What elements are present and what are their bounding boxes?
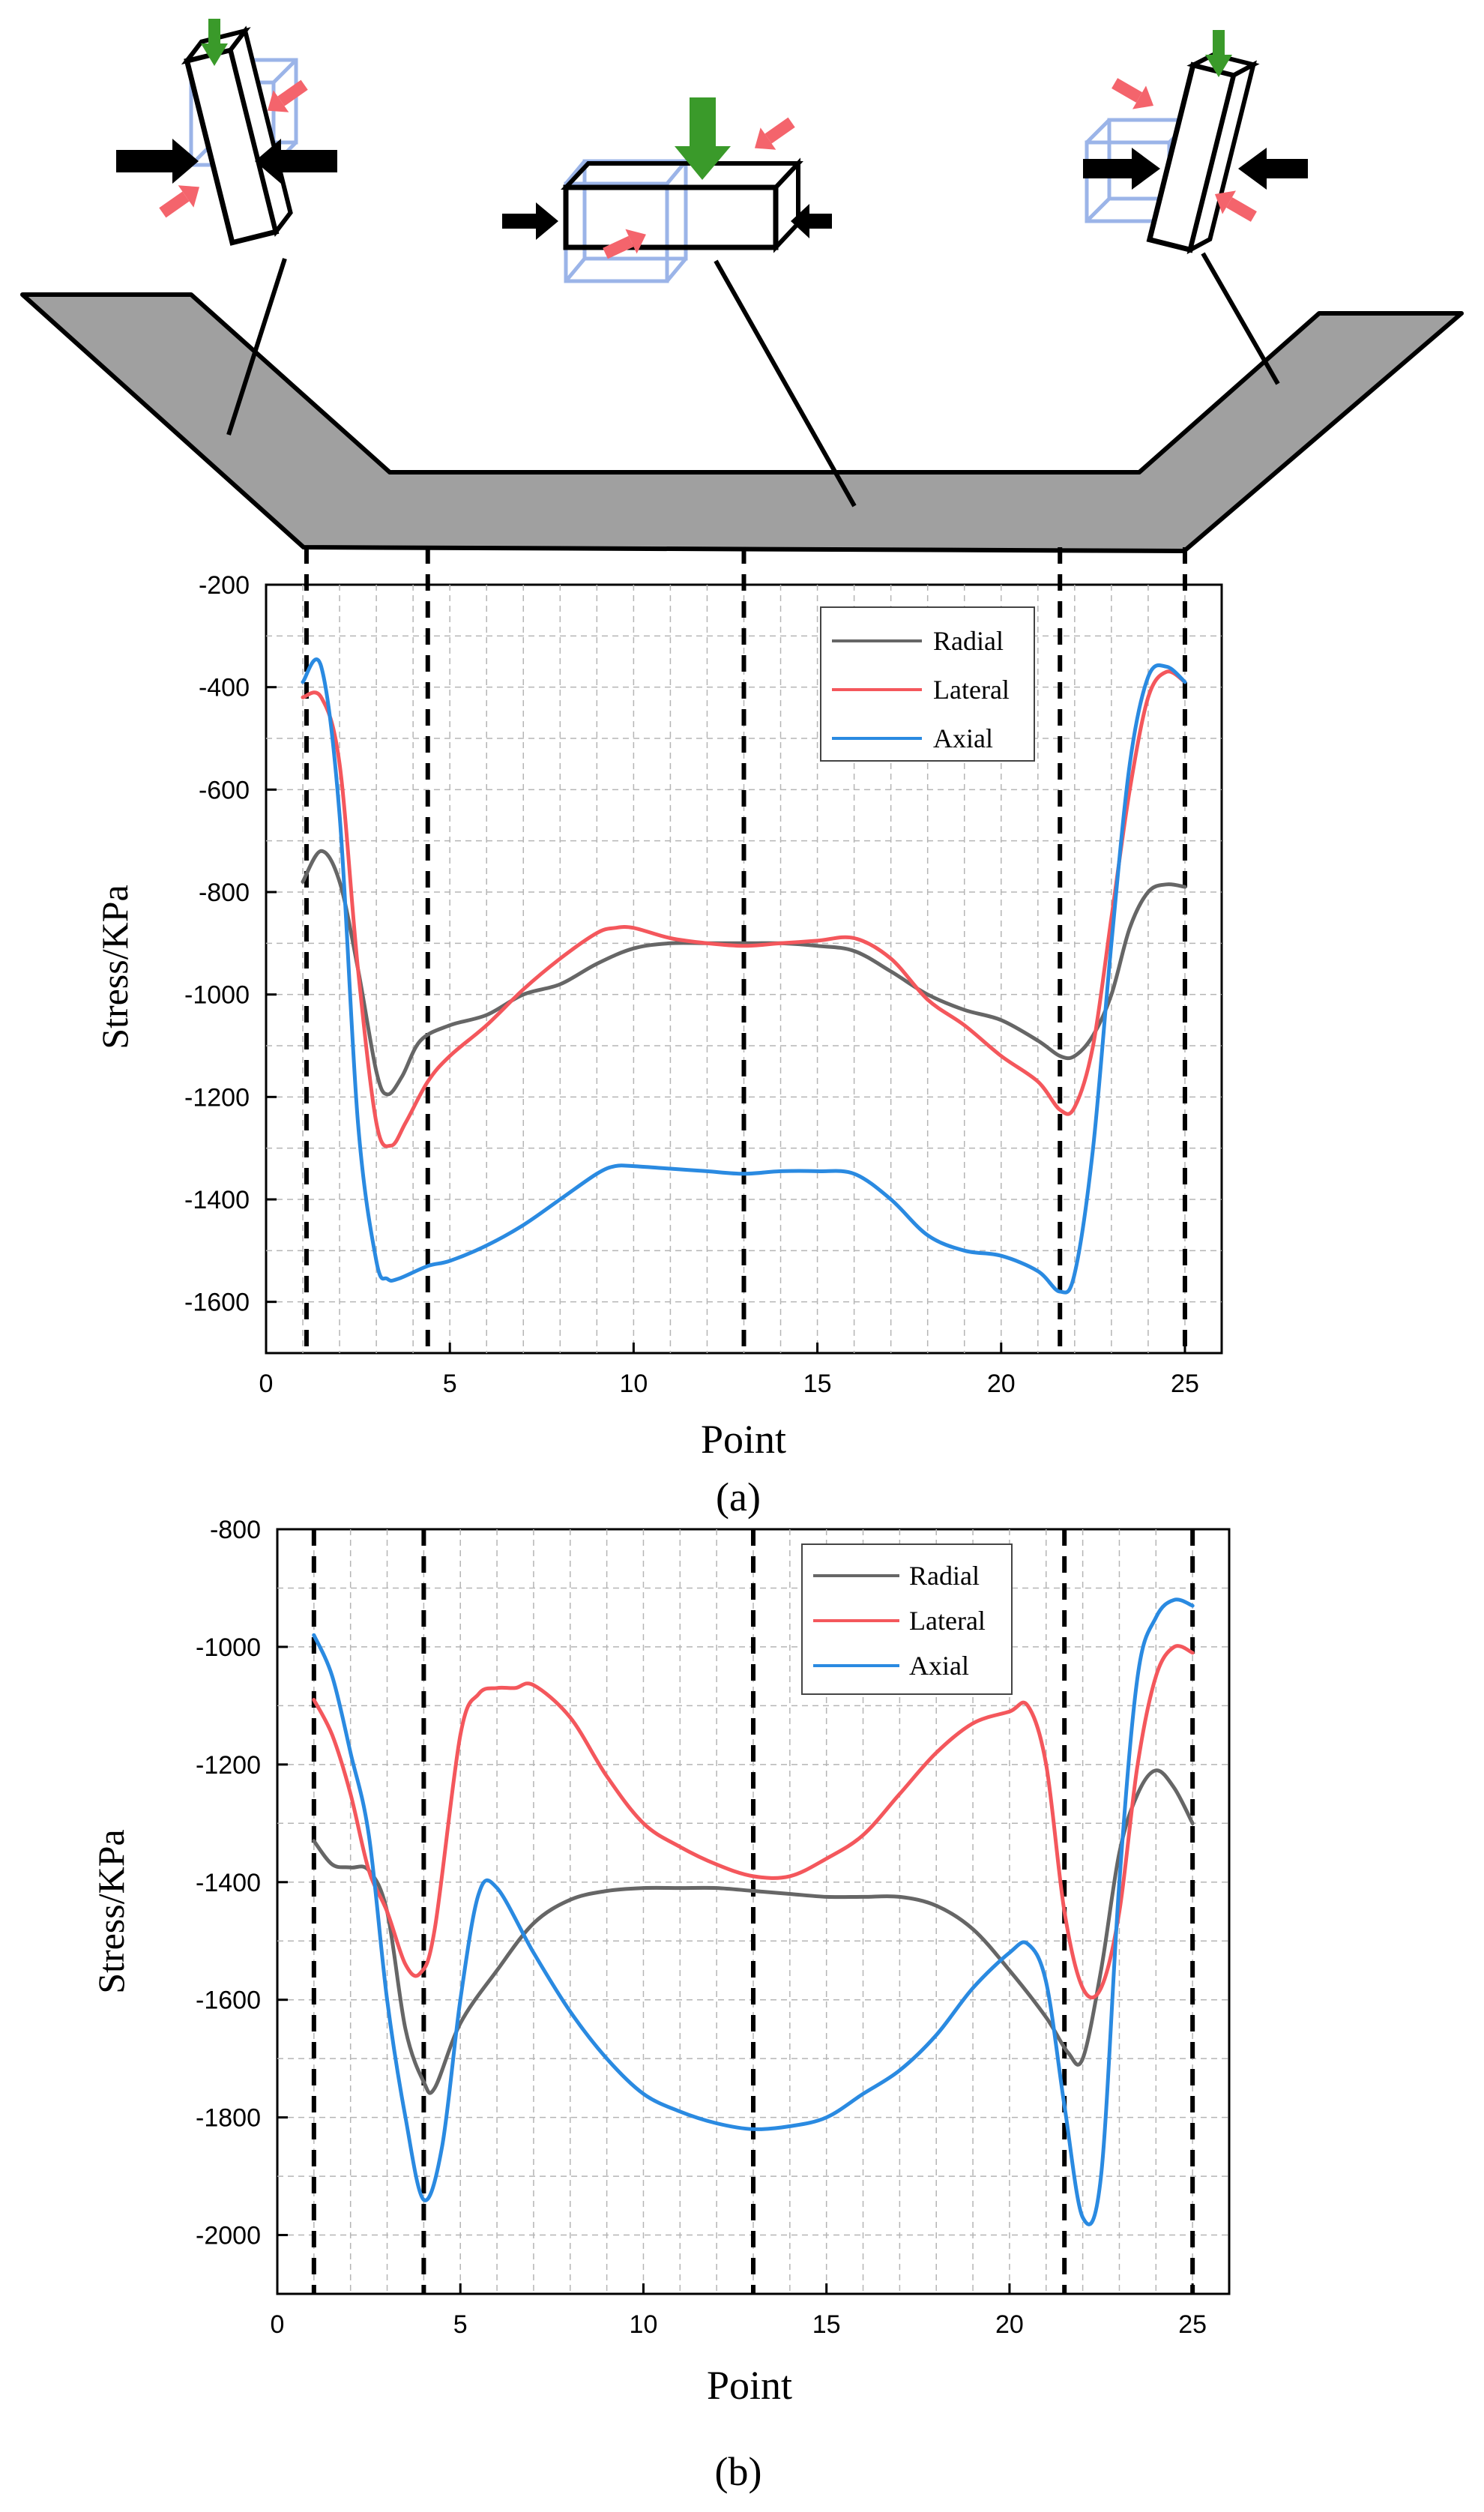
chart-b-legend-axial: Axial [909, 1651, 969, 1681]
chart-b-ytick-label: -1200 [196, 1751, 261, 1780]
chart-a-ytick-label: -1200 [184, 1083, 250, 1112]
chart-a-ytick-label: -200 [199, 571, 250, 600]
chart-b-series-axial-line [312, 1597, 1195, 2226]
chart-a-xtick-label: 15 [803, 1370, 832, 1398]
chart-a-ylabel: Stress/KPa [94, 885, 136, 1049]
chart-b-xlabel: Point [707, 2363, 792, 2408]
chart-a-xtick-label: 0 [259, 1370, 274, 1398]
chart-b: 0 5 10 15 20 25 -800 -1000 -1200 -1400 -1600 -1800 -… [90, 1516, 1231, 2494]
chart-a-ytick-label: -800 [199, 879, 250, 907]
chart-b-xtick-label: 0 [271, 2310, 285, 2339]
chart-b-ytick-label: -1800 [196, 2104, 261, 2133]
chart-b-series-lateral-line [312, 1644, 1195, 2000]
top-left-element-icon [116, 19, 337, 246]
chart-a-xlabel: Point [701, 1417, 786, 1462]
chart-a-legend: Radial Lateral Axial [820, 606, 1035, 762]
chart-a-xtick-label: 10 [619, 1370, 648, 1398]
chart-a-series-axial-line [301, 657, 1187, 1295]
chart-b-caption: (b) [715, 2449, 762, 2494]
top-middle-element-icon [502, 97, 832, 283]
chart-a-ytick-label: -600 [199, 776, 250, 804]
chart-a-ytick-label: -1400 [184, 1186, 250, 1214]
chart-b-ytick-label: -1600 [196, 1987, 261, 2015]
chart-b-xtick-label: 15 [812, 2310, 841, 2339]
chart-b-xtick-label: 25 [1178, 2310, 1207, 2339]
embankment-diagram [20, 19, 1464, 553]
chart-b-ytick-label: -2000 [196, 2222, 261, 2250]
top-right-element-icon [1083, 30, 1308, 255]
chart-b-legend-lateral: Lateral [909, 1606, 986, 1636]
chart-b-ytick-label: -800 [210, 1516, 261, 1544]
chart-a: 0 5 10 15 20 25 -200 -400 -600 -800 -1000 -1200 -140… [94, 547, 1223, 1519]
chart-a-series-lateral-line [301, 669, 1187, 1148]
chart-b-ylabel: Stress/KPa [90, 1829, 132, 1993]
chart-a-ytick-label: -400 [199, 674, 250, 702]
chart-a-caption: (a) [716, 1475, 761, 1519]
chart-a-legend-axial: Axial [933, 723, 993, 753]
chart-a-xtick-label: 25 [1171, 1370, 1199, 1398]
chart-b-xtick-label: 20 [995, 2310, 1024, 2339]
chart-a-series-radial-line [301, 849, 1187, 1097]
chart-b-legend: Radial Lateral Axial [801, 1543, 1013, 1695]
chart-b-xtick-label: 10 [630, 2310, 658, 2339]
leader-line-middle [714, 259, 857, 507]
leader-line-right [1201, 252, 1280, 385]
chart-a-legend-radial: Radial [933, 626, 1004, 656]
leader-line-left [226, 258, 287, 436]
chart-b-ytick-label: -1000 [196, 1633, 261, 1662]
chart-a-ytick-label: -1000 [184, 981, 250, 1010]
chart-b-series-radial-line [312, 1768, 1195, 2095]
chart-b-ytick-label: -1400 [196, 1869, 261, 1897]
chart-a-xtick-label: 5 [443, 1370, 457, 1398]
chart-a-legend-lateral: Lateral [933, 675, 1010, 705]
chart-a-ytick-label: -1600 [184, 1289, 250, 1317]
embankment-cross-section [20, 292, 1464, 553]
chart-b-legend-radial: Radial [909, 1561, 980, 1591]
chart-a-xtick-label: 20 [987, 1370, 1016, 1398]
chart-b-xtick-label: 5 [453, 2310, 468, 2339]
